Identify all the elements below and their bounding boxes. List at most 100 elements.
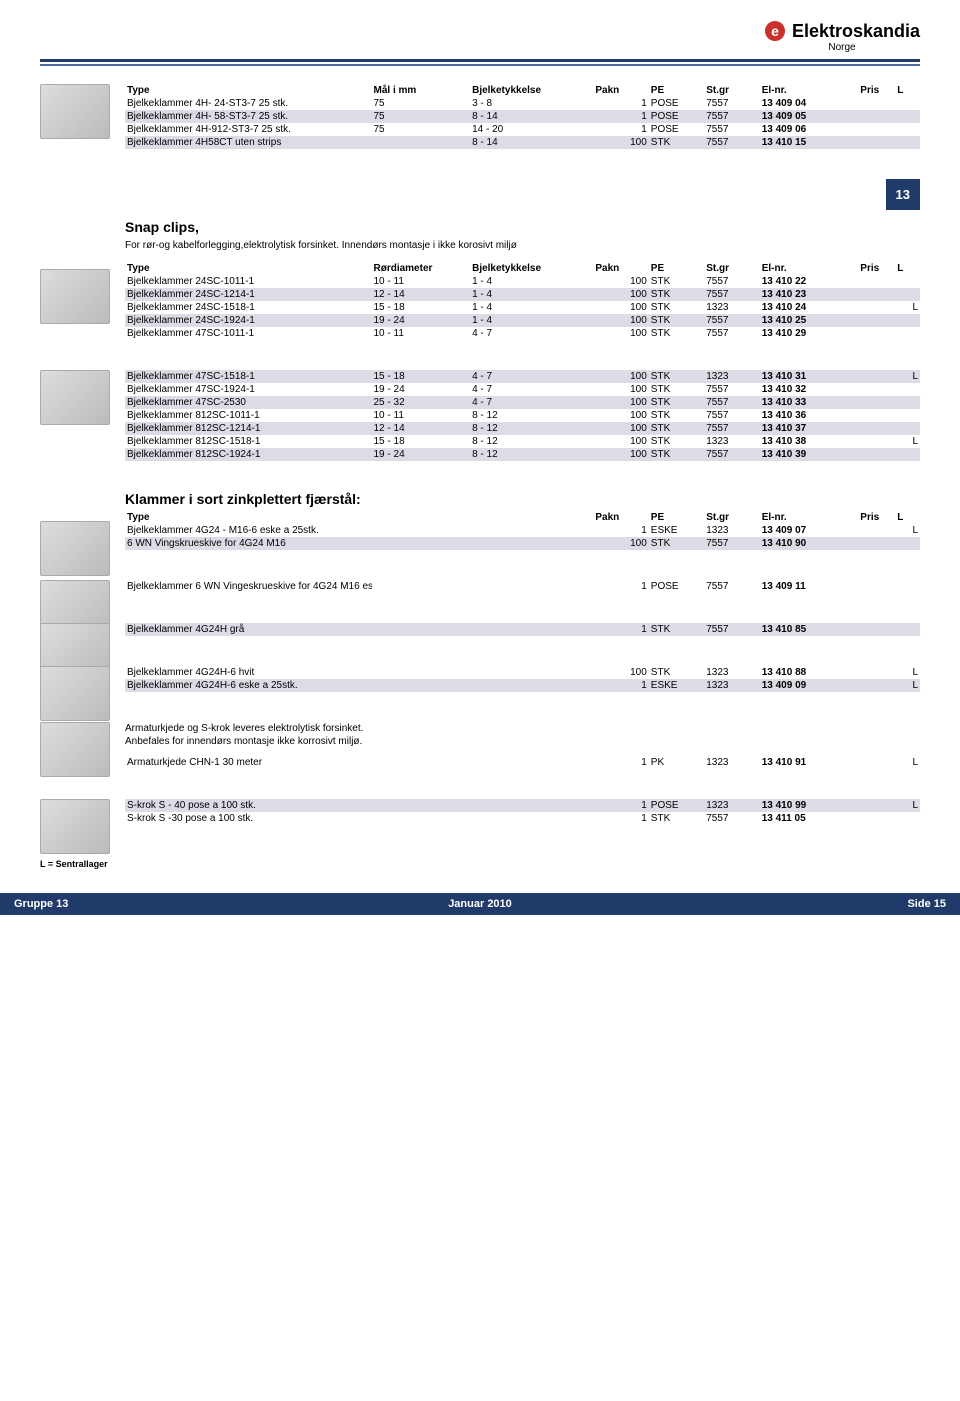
- col-header: Type: [125, 262, 372, 275]
- cell: 8 - 12: [470, 409, 593, 422]
- rule-light: [40, 64, 920, 66]
- section-desc: For rør-og kabelforlegging,elektrolytisk…: [125, 239, 920, 252]
- rule-dark: [40, 59, 920, 62]
- cell: [858, 679, 895, 692]
- cell: [895, 409, 920, 422]
- col-header: Pris: [858, 511, 895, 524]
- cell: 13 409 07: [760, 524, 859, 537]
- cell: Bjelkeklammer 24SC-1518-1: [125, 301, 372, 314]
- cell: [858, 448, 895, 461]
- table-row: Bjelkeklammer 812SC-1214-112 - 148 - 121…: [125, 422, 920, 435]
- cell: 19 - 24: [372, 448, 471, 461]
- section-1: TypeMål i mmBjelketykkelsePaknPESt.grEl-…: [125, 84, 920, 149]
- cell: [895, 123, 920, 136]
- cell: 1: [593, 97, 648, 110]
- cell: 15 - 18: [372, 435, 471, 448]
- cell: L: [895, 799, 920, 812]
- cell: 100: [593, 288, 648, 301]
- table-row: S-krok S -30 pose a 100 stk.1STK755713 4…: [125, 812, 920, 825]
- cell: 4 - 7: [470, 370, 593, 383]
- cell: 13 410 36: [760, 409, 859, 422]
- cell: 1: [593, 110, 648, 123]
- cell: [470, 537, 593, 550]
- table-8: Armaturkjede CHN-1 30 meter1PK132313 410…: [125, 756, 920, 769]
- cell: [858, 812, 895, 825]
- brand: e Elektroskandia Norge: [764, 20, 920, 53]
- cell: STK: [649, 812, 704, 825]
- cell: Bjelkeklammer 6 WN Vingeskrueskive for 4…: [125, 580, 372, 593]
- cell: 12 - 14: [372, 422, 471, 435]
- cell: [858, 422, 895, 435]
- cell: [470, 524, 593, 537]
- cell: 100: [593, 301, 648, 314]
- table-row: S-krok S - 40 pose a 100 stk.1POSE132313…: [125, 799, 920, 812]
- cell: 19 - 24: [372, 314, 471, 327]
- cell: [895, 812, 920, 825]
- cell: 100: [593, 435, 648, 448]
- cell: [895, 275, 920, 288]
- cell: [470, 679, 593, 692]
- cell: 13 410 90: [760, 537, 859, 550]
- footer-center: Januar 2010: [320, 893, 640, 915]
- col-header: St.gr: [704, 84, 759, 97]
- cell: 1323: [704, 756, 759, 769]
- cell: [858, 580, 895, 593]
- cell: L: [895, 370, 920, 383]
- cell: 4 - 7: [470, 383, 593, 396]
- table-row: Bjelkeklammer 24SC-1214-112 - 141 - 4100…: [125, 288, 920, 301]
- cell: STK: [649, 448, 704, 461]
- cell: [372, 679, 471, 692]
- section-title: Klammer i sort zinkplettert fjærstål:: [125, 491, 920, 507]
- table-row: Bjelkeklammer 4H- 24-ST3-7 25 stk.753 - …: [125, 97, 920, 110]
- cell: [858, 327, 895, 340]
- cell: Bjelkeklammer 4G24H grå: [125, 623, 372, 636]
- table-9: S-krok S - 40 pose a 100 stk.1POSE132313…: [125, 799, 920, 825]
- cell: 100: [593, 327, 648, 340]
- cell: 7557: [704, 396, 759, 409]
- cell: 100: [593, 537, 648, 550]
- cell: 1: [593, 123, 648, 136]
- col-header: PE: [649, 262, 704, 275]
- cell: L: [895, 301, 920, 314]
- cell: 100: [593, 666, 648, 679]
- table-row: Bjelkeklammer 4H-912-ST3-7 25 stk.7514 -…: [125, 123, 920, 136]
- cell: 10 - 11: [372, 275, 471, 288]
- cell: 8 - 14: [470, 110, 593, 123]
- col-header: Mål i mm: [372, 84, 471, 97]
- cell: [895, 288, 920, 301]
- cell: 7557: [704, 422, 759, 435]
- page-header: e Elektroskandia Norge: [40, 20, 920, 59]
- cell: 8 - 12: [470, 448, 593, 461]
- cell: 100: [593, 136, 648, 149]
- table-row: Bjelkeklammer 47SC-1924-119 - 244 - 7100…: [125, 383, 920, 396]
- cell: 1: [593, 580, 648, 593]
- cell: Bjelkeklammer 24SC-1924-1: [125, 314, 372, 327]
- cell: 13 410 31: [760, 370, 859, 383]
- cell: 75: [372, 123, 471, 136]
- cell: 7557: [704, 812, 759, 825]
- cell: POSE: [649, 580, 704, 593]
- section-7: Bjelkeklammer 4G24H-6 hvit100STK132313 4…: [125, 666, 920, 692]
- cell: 13 410 38: [760, 435, 859, 448]
- cell: 13 410 85: [760, 623, 859, 636]
- cell: [895, 314, 920, 327]
- cell: [858, 383, 895, 396]
- table-row: Bjelkeklammer 812SC-1011-110 - 118 - 121…: [125, 409, 920, 422]
- cell: POSE: [649, 123, 704, 136]
- cell: Bjelkeklammer 47SC-2530: [125, 396, 372, 409]
- table-row: Bjelkeklammer 24SC-1011-110 - 111 - 4100…: [125, 275, 920, 288]
- cell: [372, 799, 471, 812]
- table-row: Bjelkeklammer 24SC-1924-119 - 241 - 4100…: [125, 314, 920, 327]
- col-header: [372, 511, 471, 524]
- cell: 7557: [704, 97, 759, 110]
- table-row: Bjelkeklammer 47SC-1011-110 - 114 - 7100…: [125, 327, 920, 340]
- cell: 13 410 23: [760, 288, 859, 301]
- section-9: S-krok S - 40 pose a 100 stk.1POSE132313…: [125, 799, 920, 825]
- cell: [858, 623, 895, 636]
- cell: Bjelkeklammer 4G24H-6 hvit: [125, 666, 372, 679]
- cell: 1323: [704, 679, 759, 692]
- col-header: PE: [649, 511, 704, 524]
- section-2: Snap clips, For rør-og kabelforlegging,e…: [125, 219, 920, 340]
- cell: 100: [593, 396, 648, 409]
- cell: 19 - 24: [372, 383, 471, 396]
